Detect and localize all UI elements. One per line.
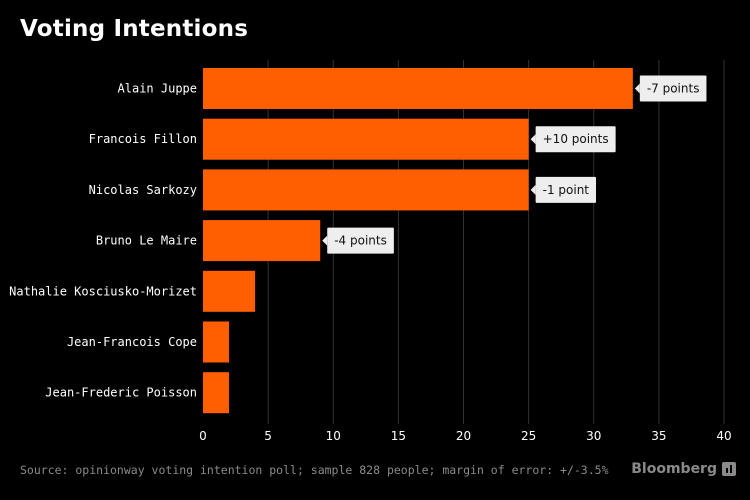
change-callout: +10 points <box>530 126 616 153</box>
callout-box <box>639 75 707 102</box>
callout-pointer <box>530 184 536 195</box>
x-tick-label: 5 <box>264 429 272 443</box>
bar-jean-francois-cope <box>203 321 230 363</box>
x-tick-label: 20 <box>456 429 471 443</box>
category-label: Jean-Francois Cope <box>67 335 197 349</box>
x-tick-label: 15 <box>391 429 406 443</box>
callout-box <box>535 126 616 153</box>
category-label: Alain Juppe <box>118 82 197 96</box>
change-callouts: -7 points +10 points -1 point -4 points <box>322 75 707 254</box>
category-label: Francois Fillon <box>89 132 197 146</box>
x-tick-label: 25 <box>521 429 536 443</box>
x-axis-ticks: 0 5 10 15 20 25 30 35 40 <box>199 429 731 443</box>
x-tick-label: 10 <box>326 429 341 443</box>
brand-name: Bloomberg <box>631 461 717 477</box>
x-tick-label: 30 <box>586 429 601 443</box>
bars <box>203 68 633 414</box>
source-note: Source: opinionway voting intention poll… <box>20 463 609 477</box>
x-tick-label: 0 <box>199 429 207 443</box>
callout-text: -4 points <box>334 234 387 248</box>
bar-nicolas-sarkozy <box>203 169 529 211</box>
change-callout: -7 points <box>634 75 707 102</box>
bar-francois-fillon <box>203 118 529 160</box>
callout-pointer <box>634 83 640 94</box>
category-label: Jean-Frederic Poisson <box>45 386 197 400</box>
callout-box <box>535 176 597 203</box>
change-callout: -1 point <box>530 176 597 203</box>
category-labels: Alain Juppe Francois Fillon Nicolas Sarkoz… <box>9 82 197 400</box>
bloomberg-logo-icon <box>722 462 736 476</box>
bar-alain-juppe <box>203 68 633 109</box>
bar-bruno-le-maire <box>203 220 321 262</box>
category-label: Nathalie Kosciusko-Morizet <box>9 284 197 298</box>
x-tick-label: 40 <box>716 429 731 443</box>
bar-jean-frederic-poisson <box>203 372 230 414</box>
category-label: Nicolas Sarkozy <box>89 183 197 197</box>
x-tick-label: 35 <box>651 429 666 443</box>
category-label: Bruno Le Maire <box>96 234 197 248</box>
callout-pointer <box>530 134 536 145</box>
callout-pointer <box>322 235 328 246</box>
chart-title: Voting Intentions <box>20 16 249 42</box>
change-callout: -4 points <box>322 227 394 254</box>
bar-nathalie-kosciusko-morizet <box>203 270 256 312</box>
callout-text: -1 point <box>543 183 590 197</box>
brand-logo: Bloomberg <box>631 461 736 477</box>
callout-text: +10 points <box>543 132 609 146</box>
callout-text: -7 points <box>647 82 700 96</box>
callout-box <box>327 227 394 254</box>
